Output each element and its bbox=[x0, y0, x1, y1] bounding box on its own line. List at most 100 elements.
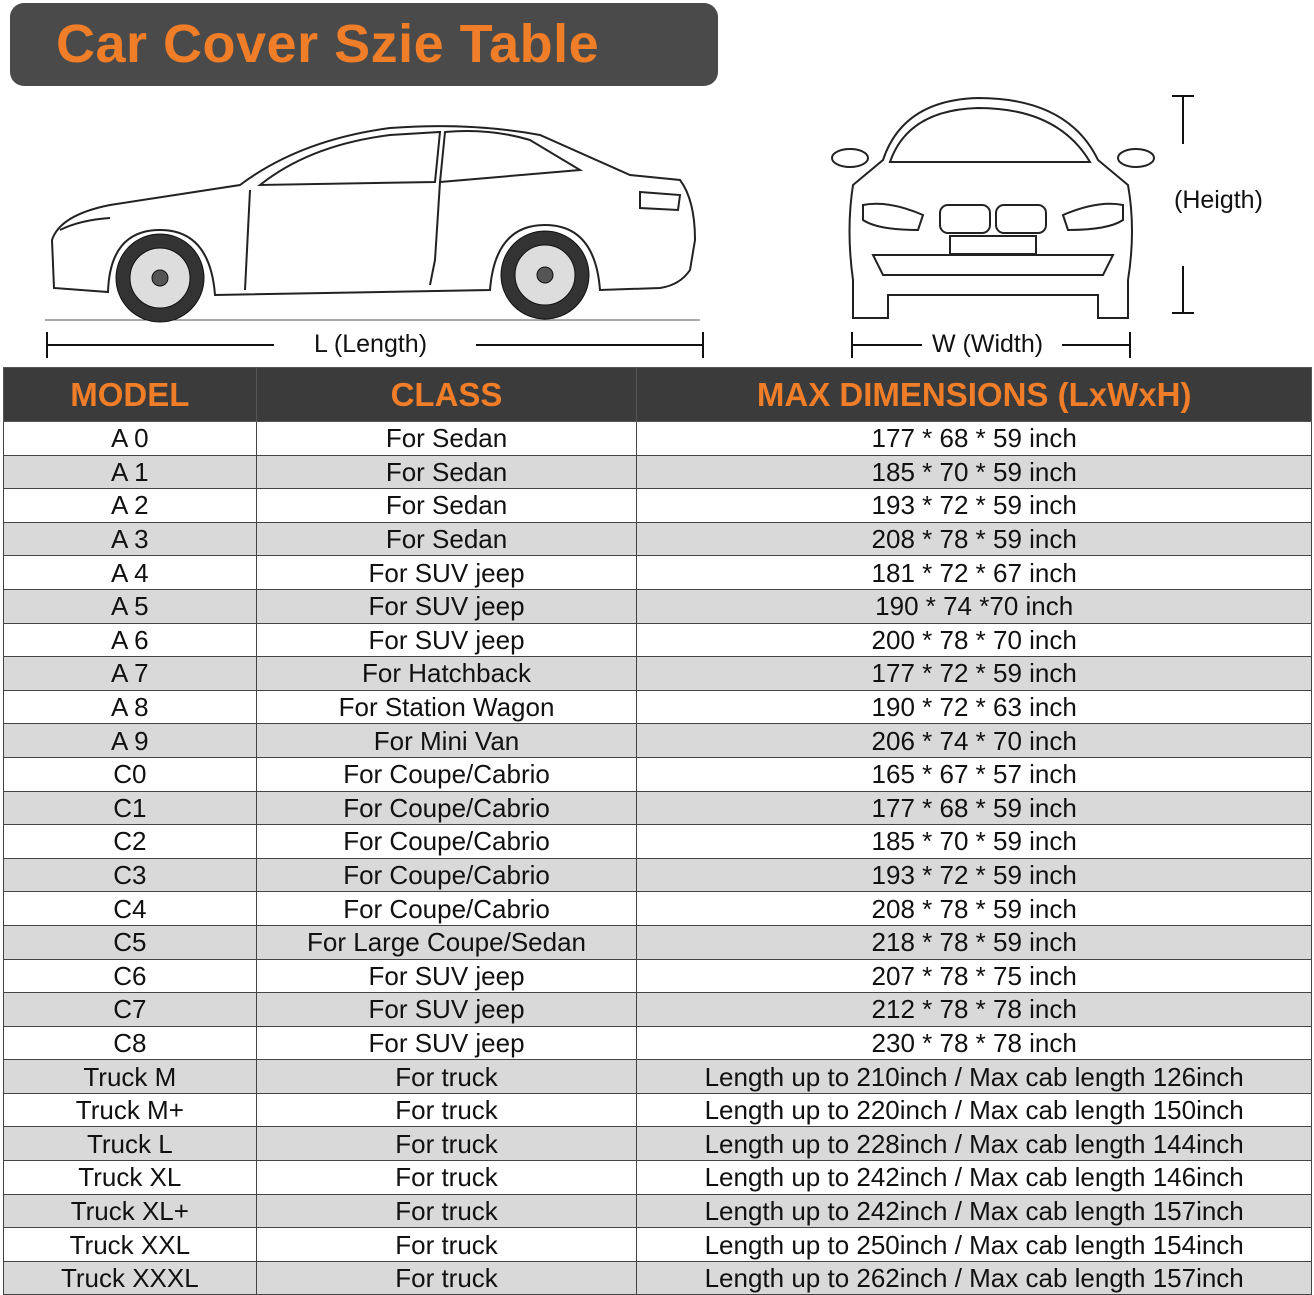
length-dimension-line-right bbox=[476, 344, 704, 346]
table-row: A 7 For Hatchback 177 * 72 * 59 inch bbox=[3, 656, 1312, 691]
table-row: C4 For Coupe/Cabrio 208 * 78 * 59 inch bbox=[3, 891, 1312, 926]
table-row: Truck XL+ For truck Length up to 242inch /… bbox=[3, 1193, 1312, 1229]
width-label: W (Width) bbox=[932, 330, 1044, 358]
model-cell: A 0 bbox=[3, 421, 257, 456]
model-cell: Truck M bbox=[3, 1059, 257, 1094]
class-cell: For SUV jeep bbox=[255, 992, 638, 1027]
class-cell: For SUV jeep bbox=[255, 588, 638, 624]
table-row: Truck M For truck Length up to 210inch / M… bbox=[3, 1059, 1312, 1094]
length-tick-left bbox=[46, 332, 48, 358]
title-banner: Car Cover Szie Table bbox=[10, 3, 718, 86]
class-cell: For Large Coupe/Sedan bbox=[255, 924, 638, 960]
car-front-view-illustration bbox=[831, 96, 1155, 319]
model-cell: A 8 bbox=[3, 689, 257, 725]
table-row: Truck L For truck Length up to 228inch / M… bbox=[3, 1126, 1312, 1162]
class-cell: For Sedan bbox=[255, 421, 638, 456]
header-model: MODEL bbox=[3, 367, 257, 422]
model-cell: Truck XL bbox=[3, 1160, 257, 1195]
table-row: C5 For Large Coupe/Sedan 218 * 78 * 59 inc… bbox=[3, 924, 1312, 960]
model-cell: A 4 bbox=[3, 555, 257, 590]
model-cell: Truck XXXL bbox=[3, 1260, 257, 1295]
class-cell: For Sedan bbox=[255, 454, 638, 490]
height-tick-bottom bbox=[1172, 312, 1194, 314]
class-cell: For Hatchback bbox=[255, 656, 638, 691]
dimensions-cell: Length up to 242inch / Max cab length 15… bbox=[636, 1193, 1312, 1229]
dimensions-cell: 177 * 68 * 59 inch bbox=[636, 790, 1312, 826]
table-row: A 8 For Station Wagon 190 * 72 * 63 inch bbox=[3, 689, 1312, 725]
table-header-row: MODEL CLASS MAX DIMENSIONS (LxWxH) bbox=[3, 367, 1312, 422]
table-row: A 3 For Sedan 208 * 78 * 59 inch bbox=[3, 521, 1312, 557]
model-cell: A 2 bbox=[3, 488, 257, 523]
class-cell: For SUV jeep bbox=[255, 555, 638, 590]
model-cell: C3 bbox=[3, 857, 257, 893]
dimensions-cell: 218 * 78 * 59 inch bbox=[636, 924, 1312, 960]
class-cell: For truck bbox=[255, 1059, 638, 1094]
class-cell: For truck bbox=[255, 1227, 638, 1262]
class-cell: For truck bbox=[255, 1160, 638, 1195]
model-cell: A 6 bbox=[3, 622, 257, 658]
class-cell: For Coupe/Cabrio bbox=[255, 891, 638, 926]
dimensions-cell: 230 * 78 * 78 inch bbox=[636, 1025, 1312, 1061]
width-dimension-line-left bbox=[852, 344, 922, 346]
page-title: Car Cover Szie Table bbox=[56, 14, 600, 74]
model-cell: C4 bbox=[3, 891, 257, 926]
model-cell: C7 bbox=[3, 992, 257, 1027]
rear-wheel bbox=[500, 230, 590, 320]
height-label: (Heigth) bbox=[1174, 186, 1263, 214]
dimensions-cell: Length up to 242inch / Max cab length 14… bbox=[636, 1160, 1312, 1195]
model-cell: Truck XXL bbox=[3, 1227, 257, 1262]
dimensions-cell: 181 * 72 * 67 inch bbox=[636, 555, 1312, 590]
dimensions-cell: 208 * 78 * 59 inch bbox=[636, 891, 1312, 926]
table-row: Truck M+ For truck Length up to 220inch / … bbox=[3, 1092, 1312, 1128]
dimensions-cell: 193 * 72 * 59 inch bbox=[636, 857, 1312, 893]
table-row: C8 For SUV jeep 230 * 78 * 78 inch bbox=[3, 1025, 1312, 1061]
table-row: A 9 For Mini Van 206 * 74 * 70 inch bbox=[3, 723, 1312, 758]
model-cell: A 1 bbox=[3, 454, 257, 490]
table-row: C1 For Coupe/Cabrio 177 * 68 * 59 inch bbox=[3, 790, 1312, 826]
width-dimension-line-right bbox=[1062, 344, 1130, 346]
class-cell: For SUV jeep bbox=[255, 1025, 638, 1061]
table-row: A 0 For Sedan 177 * 68 * 59 inch bbox=[3, 421, 1312, 456]
table-row: C7 For SUV jeep 212 * 78 * 78 inch bbox=[3, 992, 1312, 1027]
dimensions-cell: Length up to 228inch / Max cab length 14… bbox=[636, 1126, 1312, 1162]
model-cell: Truck XL+ bbox=[3, 1193, 257, 1229]
table-row: C2 For Coupe/Cabrio 185 * 70 * 59 inch bbox=[3, 824, 1312, 859]
model-cell: A 3 bbox=[3, 521, 257, 557]
dimensions-cell: Length up to 220inch / Max cab length 15… bbox=[636, 1092, 1312, 1128]
class-cell: For Coupe/Cabrio bbox=[255, 857, 638, 893]
model-cell: Truck M+ bbox=[3, 1092, 257, 1128]
class-cell: For truck bbox=[255, 1092, 638, 1128]
height-tick-top bbox=[1172, 95, 1194, 97]
table-row: A 4 For SUV jeep 181 * 72 * 67 inch bbox=[3, 555, 1312, 590]
class-cell: For Coupe/Cabrio bbox=[255, 756, 638, 792]
class-cell: For SUV jeep bbox=[255, 622, 638, 658]
model-cell: C5 bbox=[3, 924, 257, 960]
front-wheel bbox=[115, 233, 205, 323]
class-cell: For truck bbox=[255, 1193, 638, 1229]
table-row: A 2 For Sedan 193 * 72 * 59 inch bbox=[3, 488, 1312, 523]
table-row: Truck XXL For truck Length up to 250inch /… bbox=[3, 1227, 1312, 1262]
class-cell: For Sedan bbox=[255, 521, 638, 557]
model-cell: C6 bbox=[3, 958, 257, 994]
header-class: CLASS bbox=[255, 367, 638, 422]
dimensions-cell: Length up to 250inch / Max cab length 15… bbox=[636, 1227, 1312, 1262]
table-row: Truck XXXL For truck Length up to 262inch … bbox=[3, 1260, 1312, 1295]
table-row: A 6 For SUV jeep 200 * 78 * 70 inch bbox=[3, 622, 1312, 658]
class-cell: For Coupe/Cabrio bbox=[255, 790, 638, 826]
dimensions-cell: 193 * 72 * 59 inch bbox=[636, 488, 1312, 523]
class-cell: For Coupe/Cabrio bbox=[255, 824, 638, 859]
width-tick-left bbox=[851, 332, 853, 358]
height-dimension-line-bottom bbox=[1182, 266, 1184, 314]
model-cell: C0 bbox=[3, 756, 257, 792]
model-cell: C8 bbox=[3, 1025, 257, 1061]
width-tick-right bbox=[1129, 332, 1131, 358]
length-tick-right bbox=[702, 332, 704, 358]
dimensions-cell: 207 * 78 * 75 inch bbox=[636, 958, 1312, 994]
class-cell: For truck bbox=[255, 1126, 638, 1162]
dimensions-cell: 177 * 68 * 59 inch bbox=[636, 421, 1312, 456]
class-cell: For Station Wagon bbox=[255, 689, 638, 725]
header-max-dimensions: MAX DIMENSIONS (LxWxH) bbox=[636, 367, 1312, 422]
class-cell: For Mini Van bbox=[255, 723, 638, 758]
model-cell: C1 bbox=[3, 790, 257, 826]
car-side-view-illustration bbox=[45, 125, 700, 323]
